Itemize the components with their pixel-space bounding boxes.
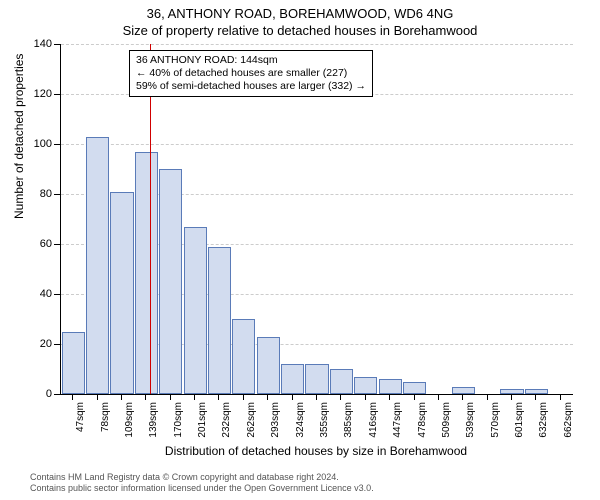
- y-tick-label: 60: [40, 238, 52, 250]
- x-tick: [145, 395, 146, 400]
- annotation-box: 36 ANTHONY ROAD: 144sqm← 40% of detached…: [129, 50, 373, 97]
- footer-attribution: Contains HM Land Registry data © Crown c…: [30, 472, 374, 495]
- histogram-bar: [184, 227, 207, 395]
- y-tick-label: 100: [34, 138, 52, 150]
- y-axis: 020406080100120140: [24, 44, 60, 394]
- x-tick: [560, 395, 561, 400]
- x-tick: [170, 395, 171, 400]
- x-tick: [194, 395, 195, 400]
- x-tick: [511, 395, 512, 400]
- x-tick: [72, 395, 73, 400]
- histogram-bar: [354, 377, 377, 395]
- x-tick: [487, 395, 488, 400]
- histogram-bar: [257, 337, 280, 395]
- x-tick: [218, 395, 219, 400]
- histogram-bar: [452, 387, 475, 395]
- x-tick: [462, 395, 463, 400]
- y-tick-label: 140: [34, 38, 52, 50]
- x-tick: [267, 395, 268, 400]
- x-tick: [243, 395, 244, 400]
- annotation-line-3: 59% of semi-detached houses are larger (…: [136, 80, 366, 93]
- x-tick: [97, 395, 98, 400]
- footer-line-2: Contains public sector information licen…: [30, 483, 374, 494]
- x-axis-label: Distribution of detached houses by size …: [60, 444, 572, 458]
- histogram-bar: [525, 389, 548, 394]
- x-tick: [535, 395, 536, 400]
- histogram-bar: [135, 152, 158, 395]
- x-tick: [340, 395, 341, 400]
- chart-title-sub: Size of property relative to detached ho…: [0, 23, 600, 38]
- histogram-bar: [330, 369, 353, 394]
- x-tick: [316, 395, 317, 400]
- annotation-line-1: 36 ANTHONY ROAD: 144sqm: [136, 54, 366, 67]
- footer-line-1: Contains HM Land Registry data © Crown c…: [30, 472, 374, 483]
- histogram-bar: [208, 247, 231, 395]
- y-tick-label: 0: [46, 388, 52, 400]
- histogram-bar: [159, 169, 182, 394]
- y-tick-label: 20: [40, 338, 52, 350]
- annotation-line-2: ← 40% of detached houses are smaller (22…: [136, 67, 366, 80]
- histogram-bar: [403, 382, 426, 395]
- x-tick: [438, 395, 439, 400]
- gridline: [61, 44, 573, 45]
- x-tick: [365, 395, 366, 400]
- chart-title-main: 36, ANTHONY ROAD, BOREHAMWOOD, WD6 4NG: [0, 6, 600, 21]
- histogram-bar: [110, 192, 133, 395]
- histogram-bar: [232, 319, 255, 394]
- y-tick-label: 120: [34, 88, 52, 100]
- plot-area: 36 ANTHONY ROAD: 144sqm← 40% of detached…: [60, 44, 573, 395]
- x-tick: [121, 395, 122, 400]
- histogram-bar: [62, 332, 85, 395]
- histogram-bar: [500, 389, 523, 394]
- histogram-bar: [281, 364, 304, 394]
- x-axis-ticks: 47sqm78sqm109sqm139sqm170sqm201sqm232sqm…: [60, 395, 572, 445]
- x-tick: [389, 395, 390, 400]
- chart-container: 36, ANTHONY ROAD, BOREHAMWOOD, WD6 4NG S…: [0, 0, 600, 500]
- histogram-bar: [379, 379, 402, 394]
- x-tick: [414, 395, 415, 400]
- y-tick-label: 80: [40, 188, 52, 200]
- x-tick: [292, 395, 293, 400]
- histogram-bar: [86, 137, 109, 395]
- histogram-bar: [305, 364, 328, 394]
- y-tick-label: 40: [40, 288, 52, 300]
- gridline: [61, 144, 573, 145]
